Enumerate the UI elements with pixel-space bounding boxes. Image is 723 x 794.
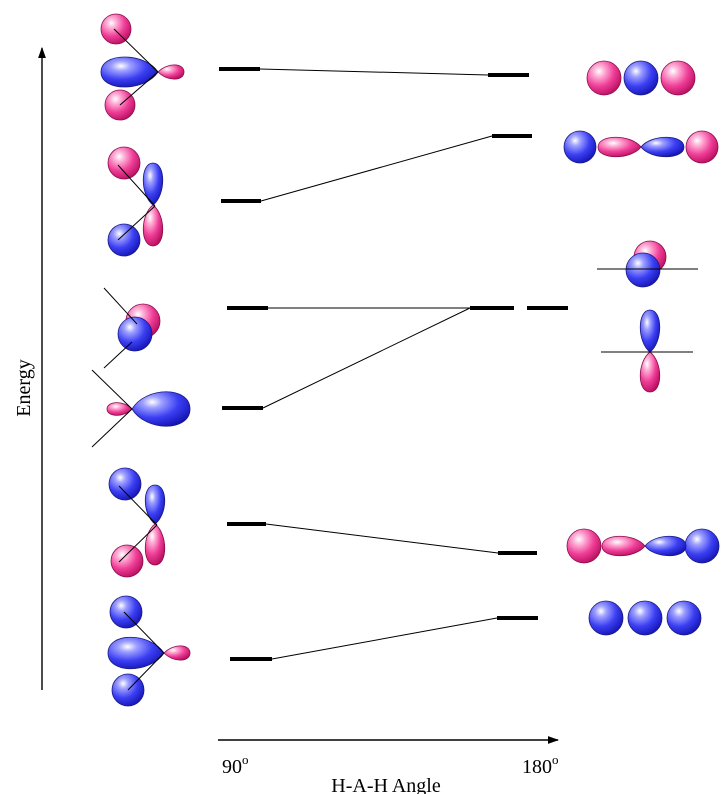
bond-line xyxy=(103,341,133,369)
orbital-2-connector xyxy=(265,523,499,554)
bond-line xyxy=(119,71,159,106)
correlation-lines xyxy=(219,67,568,661)
orbital-3-connector xyxy=(262,307,471,409)
orbital-4-linear-picture xyxy=(597,240,698,288)
h-orbital-left-blue xyxy=(588,600,624,636)
bond-line xyxy=(123,611,165,654)
p-lobe-lower-pink xyxy=(142,204,164,247)
h-orbital-right-blue xyxy=(666,600,702,636)
orbital-3-linear-picture xyxy=(601,309,693,393)
orbital-5-linear-picture xyxy=(563,130,719,164)
p-lobe-lower-pink xyxy=(639,351,661,393)
s-orbital-center-blue xyxy=(623,60,659,96)
orbital-6-bent-picture xyxy=(100,13,185,121)
hybrid-lobe-large-blue xyxy=(131,391,191,427)
h-orbital-right-pink xyxy=(685,130,719,164)
bond-line xyxy=(91,369,133,410)
bond-line xyxy=(118,485,158,526)
h-orbital-top-pink xyxy=(107,146,141,180)
orbital-6-linear-picture xyxy=(586,60,696,96)
h-orbital-left-blue xyxy=(563,130,597,164)
angle-axis-label: H-A-H Angle xyxy=(331,775,441,794)
h-orbital-left-pink xyxy=(586,60,622,96)
orbital-6-connector xyxy=(259,68,489,76)
h-orbital-top-pink xyxy=(100,13,132,45)
tick-180-value: 180 xyxy=(522,756,552,778)
p-lobe-upper-blue xyxy=(142,162,164,206)
tick-90-value: 90 xyxy=(222,756,242,778)
bond-line xyxy=(91,408,133,448)
tick-90-degree: o xyxy=(242,752,249,767)
h-orbital-right-blue xyxy=(684,528,720,564)
orbital-2-bent-picture xyxy=(108,467,166,578)
h-orbital-left-pink xyxy=(566,528,602,564)
h-orbital-bottom-pink xyxy=(110,544,144,578)
s-orbital-center-blue xyxy=(627,600,663,636)
hybrid-lobe-small-pink xyxy=(106,402,133,416)
bond-line xyxy=(117,205,156,241)
h-orbital-front-blue xyxy=(117,316,153,352)
orbital-1-linear-picture xyxy=(588,600,702,636)
tick-label-180: 180o xyxy=(522,752,559,778)
orbital-6-correlation xyxy=(219,67,529,77)
energy-axis-label: Energy xyxy=(13,359,35,416)
orbital-1-connector xyxy=(271,617,498,660)
orbital-5-correlation xyxy=(221,134,532,203)
orbital-3-correlation xyxy=(222,307,471,410)
p-lobe-right-blue xyxy=(640,136,685,158)
orbital-1-bent-picture xyxy=(107,595,191,707)
orbital-5-connector xyxy=(260,135,493,202)
tick-label-90: 90o xyxy=(222,752,249,778)
bond-line xyxy=(118,524,158,563)
bond-line xyxy=(103,287,138,325)
p-lobe-left-pink xyxy=(601,535,646,557)
p-lobe-small-pink xyxy=(163,645,191,661)
h-orbital-top-blue xyxy=(108,467,142,501)
p-lobe-right-blue xyxy=(644,535,687,557)
p-lobe-upper-blue xyxy=(144,484,166,525)
orbital-2-correlation xyxy=(227,522,537,555)
p-lobe-large-blue xyxy=(100,56,159,88)
bond-line xyxy=(113,28,159,73)
h-orbital-bottom-blue xyxy=(107,223,141,257)
tick-180-degree: o xyxy=(552,752,559,767)
orbital-5-bent-picture xyxy=(107,146,164,257)
h-orbital-right-pink xyxy=(660,60,696,96)
p-lobe-large-blue xyxy=(107,636,165,670)
p-lobe-small-pink xyxy=(157,64,185,80)
orbital-4-bent-picture xyxy=(103,287,161,369)
p-lobe-upper-blue xyxy=(639,309,661,353)
p-orbital-front-blue xyxy=(625,252,661,288)
bond-line xyxy=(127,652,165,691)
p-lobe-lower-pink xyxy=(144,523,166,566)
bond-line xyxy=(117,164,156,207)
orbital-1-correlation xyxy=(230,616,538,661)
h-orbital-top-blue xyxy=(109,595,143,629)
orbital-2-linear-picture xyxy=(566,528,720,564)
p-lobe-left-pink xyxy=(597,136,642,158)
orbital-3-bent-picture xyxy=(91,369,191,448)
